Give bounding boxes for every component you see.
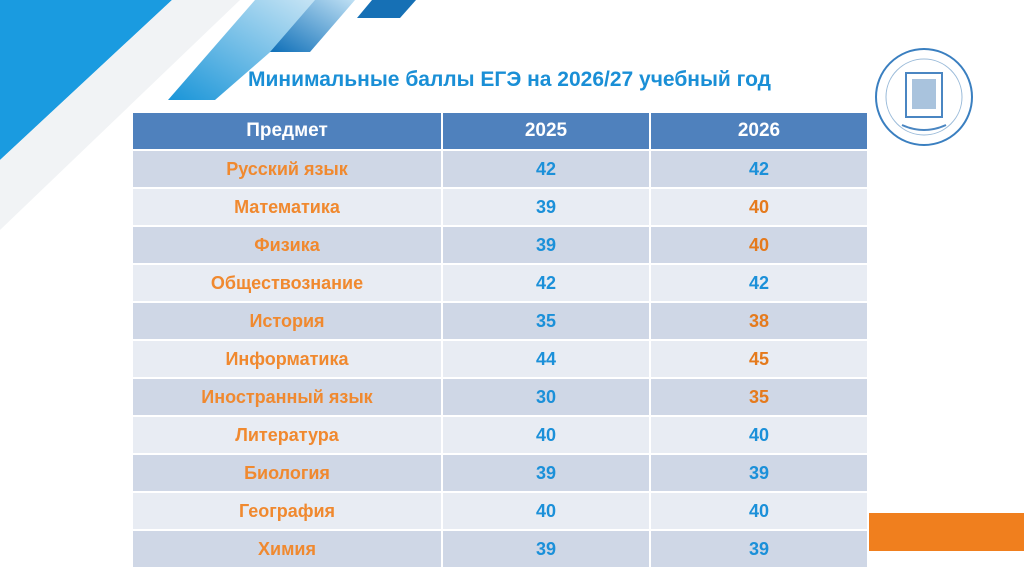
subject-cell: Химия	[131, 529, 443, 569]
table-row: Физика 39 40	[131, 225, 869, 265]
orange-accent-bar	[869, 513, 1024, 551]
score-2025-cell: 40	[441, 491, 651, 531]
table-row: Обществознание 42 42	[131, 263, 869, 303]
header-2025: 2025	[441, 111, 651, 151]
score-2025-cell: 35	[441, 301, 651, 341]
table-row: Химия 39 39	[131, 529, 869, 569]
score-2026-cell: 40	[649, 491, 869, 531]
subject-cell: Биология	[131, 453, 443, 493]
subject-cell: Физика	[131, 225, 443, 265]
score-2026-cell: 42	[649, 149, 869, 189]
score-2025-cell: 42	[441, 149, 651, 189]
subject-cell: Математика	[131, 187, 443, 227]
score-2026-cell: 40	[649, 415, 869, 455]
header-subject: Предмет	[131, 111, 443, 151]
subject-cell: Обществознание	[131, 263, 443, 303]
score-2025-cell: 39	[441, 187, 651, 227]
score-2025-cell: 39	[441, 225, 651, 265]
table-row: История 35 38	[131, 301, 869, 341]
table-row: География 40 40	[131, 491, 869, 531]
score-2026-cell: 42	[649, 263, 869, 303]
table-header-row: Предмет 2025 2026	[131, 111, 869, 151]
table-row: Информатика 44 45	[131, 339, 869, 379]
score-2026-cell: 39	[649, 529, 869, 569]
score-2025-cell: 39	[441, 529, 651, 569]
score-2025-cell: 44	[441, 339, 651, 379]
table-row: Литература 40 40	[131, 415, 869, 455]
table-row: Русский язык 42 42	[131, 149, 869, 189]
university-logo-icon	[875, 48, 973, 146]
score-2026-cell: 45	[649, 339, 869, 379]
subject-cell: Русский язык	[131, 149, 443, 189]
score-2026-cell: 40	[649, 187, 869, 227]
table-row: Биология 39 39	[131, 453, 869, 493]
score-2025-cell: 30	[441, 377, 651, 417]
score-2026-cell: 35	[649, 377, 869, 417]
subject-cell: Иностранный язык	[131, 377, 443, 417]
score-2025-cell: 39	[441, 453, 651, 493]
subject-cell: История	[131, 301, 443, 341]
score-2026-cell: 39	[649, 453, 869, 493]
table-row: Математика 39 40	[131, 187, 869, 227]
subject-cell: География	[131, 491, 443, 531]
header-2026: 2026	[649, 111, 869, 151]
page-title: Минимальные баллы ЕГЭ на 2026/27 учебный…	[248, 68, 772, 91]
score-2025-cell: 40	[441, 415, 651, 455]
score-2026-cell: 40	[649, 225, 869, 265]
subject-cell: Информатика	[131, 339, 443, 379]
scores-table: Предмет 2025 2026 Русский язык 42 42 Мате…	[131, 111, 869, 569]
score-2025-cell: 42	[441, 263, 651, 303]
score-2026-cell: 38	[649, 301, 869, 341]
subject-cell: Литература	[131, 415, 443, 455]
table-row: Иностранный язык 30 35	[131, 377, 869, 417]
